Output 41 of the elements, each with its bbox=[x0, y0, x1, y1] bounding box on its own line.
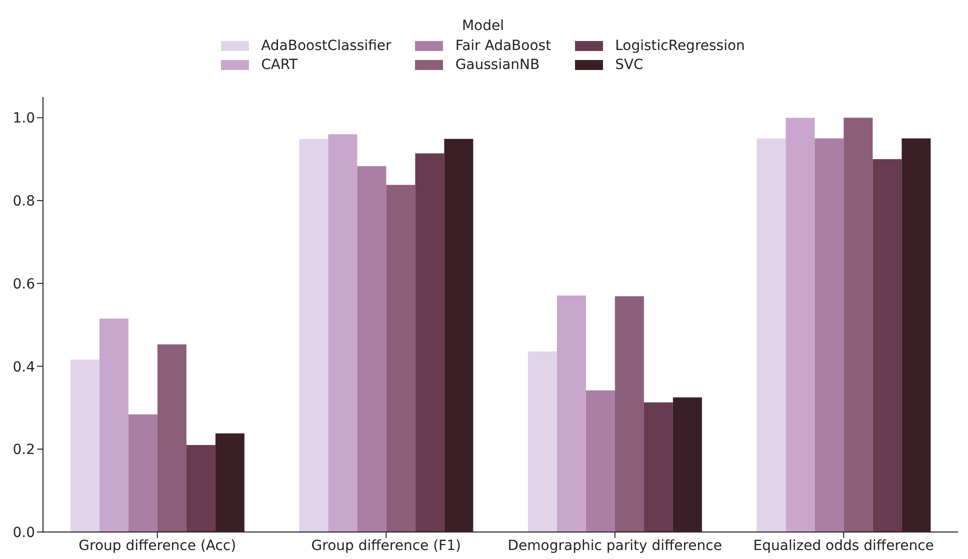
bar bbox=[128, 414, 158, 532]
x-tick-label: Equalized odds difference bbox=[753, 538, 934, 554]
bar bbox=[672, 397, 702, 532]
legend-title: Model bbox=[462, 18, 504, 34]
legend-label: LogisticRegression bbox=[615, 38, 745, 54]
bar bbox=[415, 153, 444, 532]
bar bbox=[70, 360, 100, 532]
bar bbox=[644, 402, 673, 532]
bar bbox=[814, 138, 844, 532]
bar bbox=[157, 344, 186, 532]
legend-label: GaussianNB bbox=[455, 57, 540, 73]
bar bbox=[614, 296, 644, 532]
x-tick-label: Demographic parity difference bbox=[508, 538, 722, 554]
bar bbox=[357, 166, 386, 532]
legend-label: SVC bbox=[615, 57, 644, 73]
bar bbox=[786, 118, 815, 532]
x-tick-label: Group difference (F1) bbox=[311, 538, 461, 554]
bar bbox=[215, 433, 244, 532]
legend-label: Fair AdaBoost bbox=[455, 38, 552, 54]
y-tick-label: 0.2 bbox=[12, 442, 35, 458]
bar bbox=[444, 138, 474, 532]
bar bbox=[872, 159, 902, 532]
bar bbox=[586, 390, 615, 532]
y-tick-label: 1.0 bbox=[12, 110, 35, 127]
x-tick-label: Group difference (Acc) bbox=[78, 538, 236, 554]
bar bbox=[756, 138, 786, 532]
bar bbox=[902, 138, 931, 532]
y-tick-label: 0.8 bbox=[12, 194, 35, 210]
bar bbox=[99, 318, 128, 532]
bar bbox=[556, 295, 586, 532]
bar bbox=[299, 138, 328, 532]
bar bbox=[386, 184, 416, 532]
bar bbox=[528, 351, 557, 532]
legend-label: CART bbox=[261, 57, 298, 73]
bar bbox=[844, 118, 873, 532]
y-tick-label: 0.6 bbox=[12, 276, 36, 292]
bar bbox=[186, 445, 216, 532]
y-tick-label: 0.4 bbox=[12, 359, 36, 376]
bar bbox=[328, 134, 358, 532]
legend-label: AdaBoostClassifier bbox=[261, 38, 392, 54]
y-tick-label: 0.0 bbox=[12, 524, 35, 541]
